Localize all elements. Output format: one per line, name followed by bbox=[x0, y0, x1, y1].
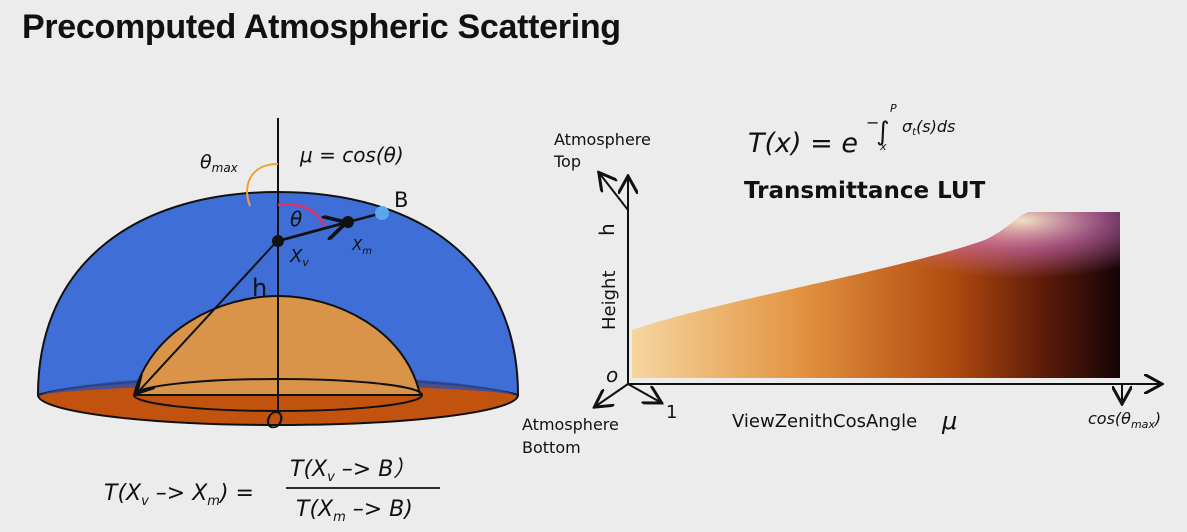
point-b-label: B bbox=[394, 188, 408, 212]
y-axis-top-label: h bbox=[595, 223, 619, 236]
atmosphere-hemisphere-diagram: θmax μ = cos(θ) θ B Xv Xm h O T(Xv –> Xm… bbox=[36, 118, 520, 525]
x-axis-start-label: 1 bbox=[666, 402, 677, 423]
theta-label: θ bbox=[290, 207, 302, 231]
theta-max-label: θmax bbox=[200, 151, 239, 175]
view-ray-arrow bbox=[277, 223, 344, 243]
formula-lhs: T(Xv –> Xm) = bbox=[104, 481, 254, 509]
formula-denominator: T(Xm –> B) bbox=[296, 497, 413, 525]
x-axis-label: ViewZenithCosAngle bbox=[732, 411, 917, 432]
integral-lower: x bbox=[879, 140, 887, 153]
atmosphere-bottom-line2: Bottom bbox=[522, 438, 581, 457]
height-label: h bbox=[252, 274, 267, 302]
y-axis-label: Height bbox=[599, 270, 620, 330]
x-axis-end-label: cos(θmax) bbox=[1088, 409, 1161, 431]
theta-max-ray bbox=[138, 239, 279, 392]
point-xm bbox=[342, 216, 354, 228]
formula-numerator: T(Xv –> B） bbox=[290, 457, 415, 485]
exponent-minus: − bbox=[866, 113, 879, 132]
theta-max-arc bbox=[246, 163, 279, 207]
point-b bbox=[375, 206, 389, 220]
integral-upper: P bbox=[890, 102, 897, 115]
transmittance-equation: T(x) = e bbox=[748, 128, 858, 159]
transmittance-lut-diagram: T(x) = e − ∫ P x σt(s)ds Transmittance L… bbox=[522, 102, 1161, 457]
lut-title: Transmittance LUT bbox=[744, 178, 986, 204]
mu-definition: μ = cos(θ) bbox=[299, 143, 404, 167]
integrand: σt(s)ds bbox=[902, 117, 955, 138]
transmittance-ratio-formula: T(Xv –> Xm) = T(Xv –> B） T(Xm –> B) bbox=[104, 457, 440, 525]
axis-origin-label: o bbox=[606, 363, 618, 387]
point-xm-label: Xm bbox=[351, 236, 372, 257]
mu-one-arrow bbox=[627, 383, 660, 402]
point-xv-label: Xv bbox=[289, 246, 309, 269]
x-axis-symbol: μ bbox=[941, 407, 957, 435]
slide-title: Precomputed Atmospheric Scattering bbox=[22, 8, 621, 46]
point-xv bbox=[272, 235, 284, 247]
atmosphere-bottom-line1: Atmosphere bbox=[522, 415, 619, 434]
atmosphere-top-arrow bbox=[600, 174, 629, 211]
atmosphere-top-line2: Top bbox=[553, 152, 581, 171]
atmosphere-top-line1: Atmosphere bbox=[554, 130, 651, 149]
lut-heatmap bbox=[632, 212, 1120, 378]
atmosphere-bottom-arrow bbox=[596, 383, 629, 406]
origin-label: O bbox=[266, 409, 283, 434]
integral-sign: ∫ bbox=[876, 117, 890, 147]
